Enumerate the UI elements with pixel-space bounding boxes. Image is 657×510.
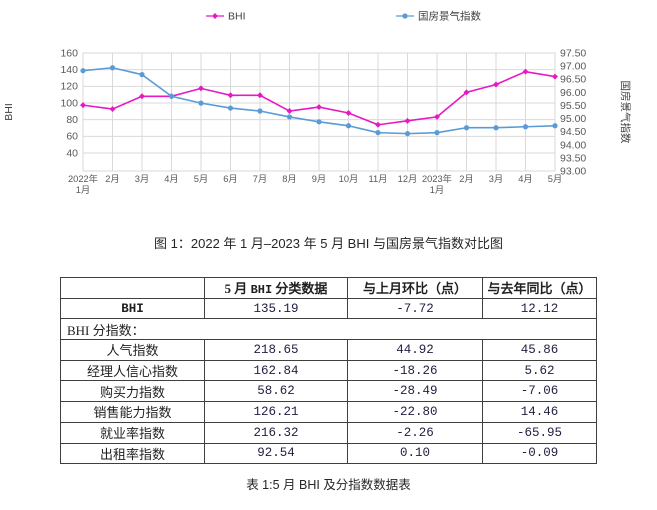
svg-text:93.00: 93.00 bbox=[560, 166, 586, 178]
svg-text:96.00: 96.00 bbox=[560, 87, 586, 99]
svg-text:2022年: 2022年 bbox=[68, 173, 98, 184]
svg-text:93.50: 93.50 bbox=[560, 152, 586, 164]
svg-text:8月: 8月 bbox=[282, 174, 296, 184]
svg-text:80: 80 bbox=[66, 114, 78, 126]
svg-text:60: 60 bbox=[66, 131, 78, 143]
svg-text:95.50: 95.50 bbox=[560, 100, 586, 112]
svg-text:2023年: 2023年 bbox=[422, 173, 452, 184]
svg-text:94.00: 94.00 bbox=[560, 139, 586, 151]
svg-text:国房景气指数: 国房景气指数 bbox=[619, 81, 632, 144]
svg-text:9月: 9月 bbox=[312, 174, 326, 184]
svg-text:国房景气指数: 国房景气指数 bbox=[418, 10, 481, 23]
svg-text:1月: 1月 bbox=[430, 185, 444, 195]
svg-text:3月: 3月 bbox=[489, 174, 503, 184]
svg-text:BHI: BHI bbox=[3, 103, 15, 121]
svg-text:1月: 1月 bbox=[76, 185, 90, 195]
svg-text:7月: 7月 bbox=[253, 174, 267, 184]
svg-text:97.00: 97.00 bbox=[560, 61, 586, 73]
svg-text:120: 120 bbox=[60, 81, 78, 93]
svg-text:95.00: 95.00 bbox=[560, 113, 586, 125]
svg-text:4月: 4月 bbox=[164, 174, 178, 184]
svg-text:5月: 5月 bbox=[548, 174, 562, 184]
svg-text:BHI: BHI bbox=[228, 11, 246, 23]
svg-text:94.50: 94.50 bbox=[560, 126, 586, 138]
svg-text:97.50: 97.50 bbox=[560, 48, 586, 60]
svg-text:100: 100 bbox=[60, 97, 78, 109]
svg-text:3月: 3月 bbox=[135, 174, 149, 184]
svg-text:160: 160 bbox=[60, 48, 78, 60]
svg-text:12月: 12月 bbox=[398, 174, 418, 184]
svg-text:96.50: 96.50 bbox=[560, 74, 586, 86]
svg-text:40: 40 bbox=[66, 147, 78, 159]
svg-text:6月: 6月 bbox=[223, 174, 237, 184]
svg-text:5月: 5月 bbox=[194, 174, 208, 184]
svg-text:11月: 11月 bbox=[369, 174, 388, 184]
svg-text:2月: 2月 bbox=[105, 174, 119, 184]
svg-text:2月: 2月 bbox=[459, 174, 473, 184]
svg-text:4月: 4月 bbox=[518, 174, 532, 184]
svg-text:10月: 10月 bbox=[339, 174, 359, 184]
svg-text:140: 140 bbox=[60, 64, 78, 76]
